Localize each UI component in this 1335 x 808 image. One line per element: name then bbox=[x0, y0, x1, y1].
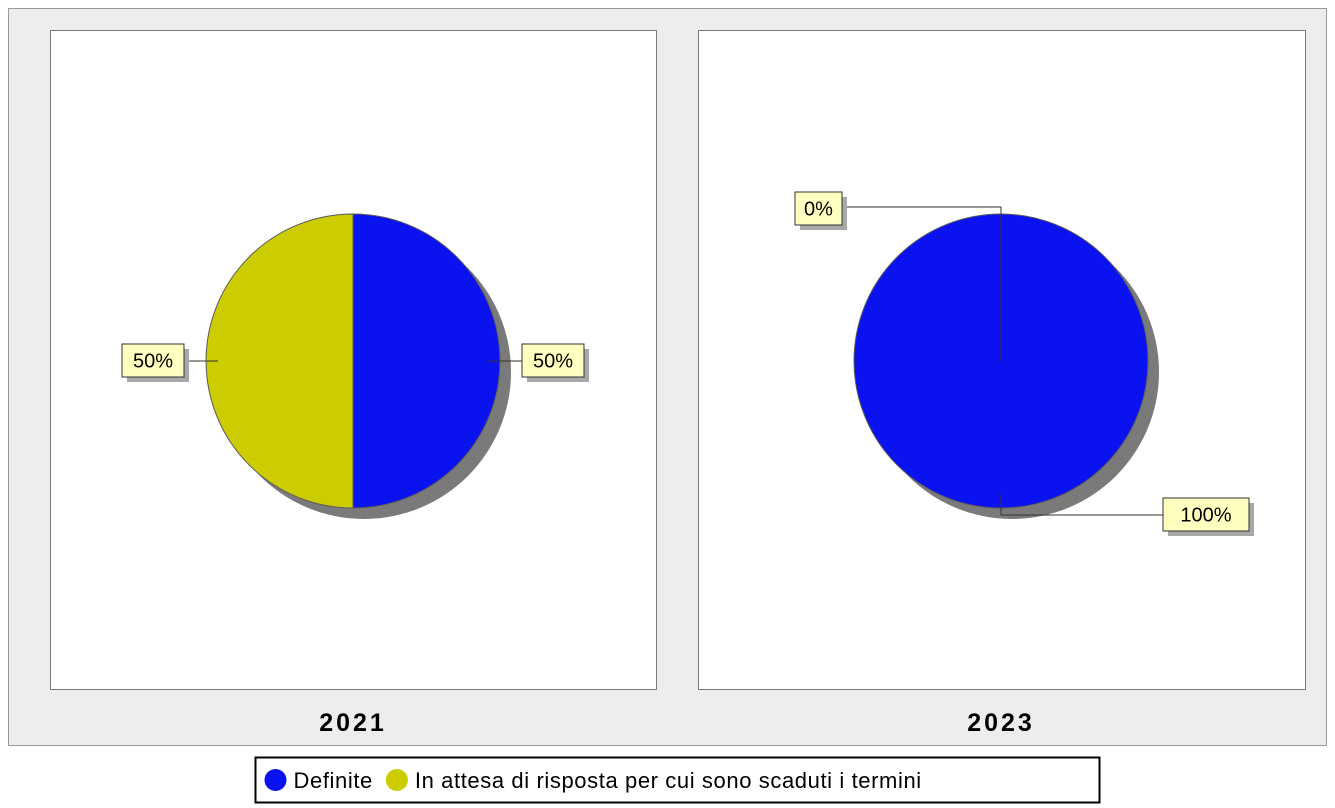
data-label-1-1: 0% bbox=[804, 199, 833, 221]
data-label-box-1-1 bbox=[794, 191, 843, 226]
data-label-box-1-0 bbox=[1162, 497, 1250, 532]
data-label-1-0: 100% bbox=[1180, 505, 1231, 527]
data-label-box-0-0 bbox=[521, 343, 585, 378]
legend-label-0: Definite bbox=[294, 768, 373, 793]
data-label-0-1: 50% bbox=[133, 351, 173, 373]
chart-title-2021: 2021 bbox=[319, 709, 387, 737]
data-label-box-0-1 bbox=[121, 343, 185, 378]
data-label-0-0: 50% bbox=[533, 351, 573, 373]
legend-swatch-0 bbox=[264, 769, 287, 791]
legend-swatch-1 bbox=[385, 769, 408, 791]
chart-title-2023: 2023 bbox=[967, 709, 1035, 737]
legend-label-1: In attesa di risposta per cui sono scadu… bbox=[415, 768, 922, 793]
leader-line-1-1 bbox=[844, 206, 1002, 361]
